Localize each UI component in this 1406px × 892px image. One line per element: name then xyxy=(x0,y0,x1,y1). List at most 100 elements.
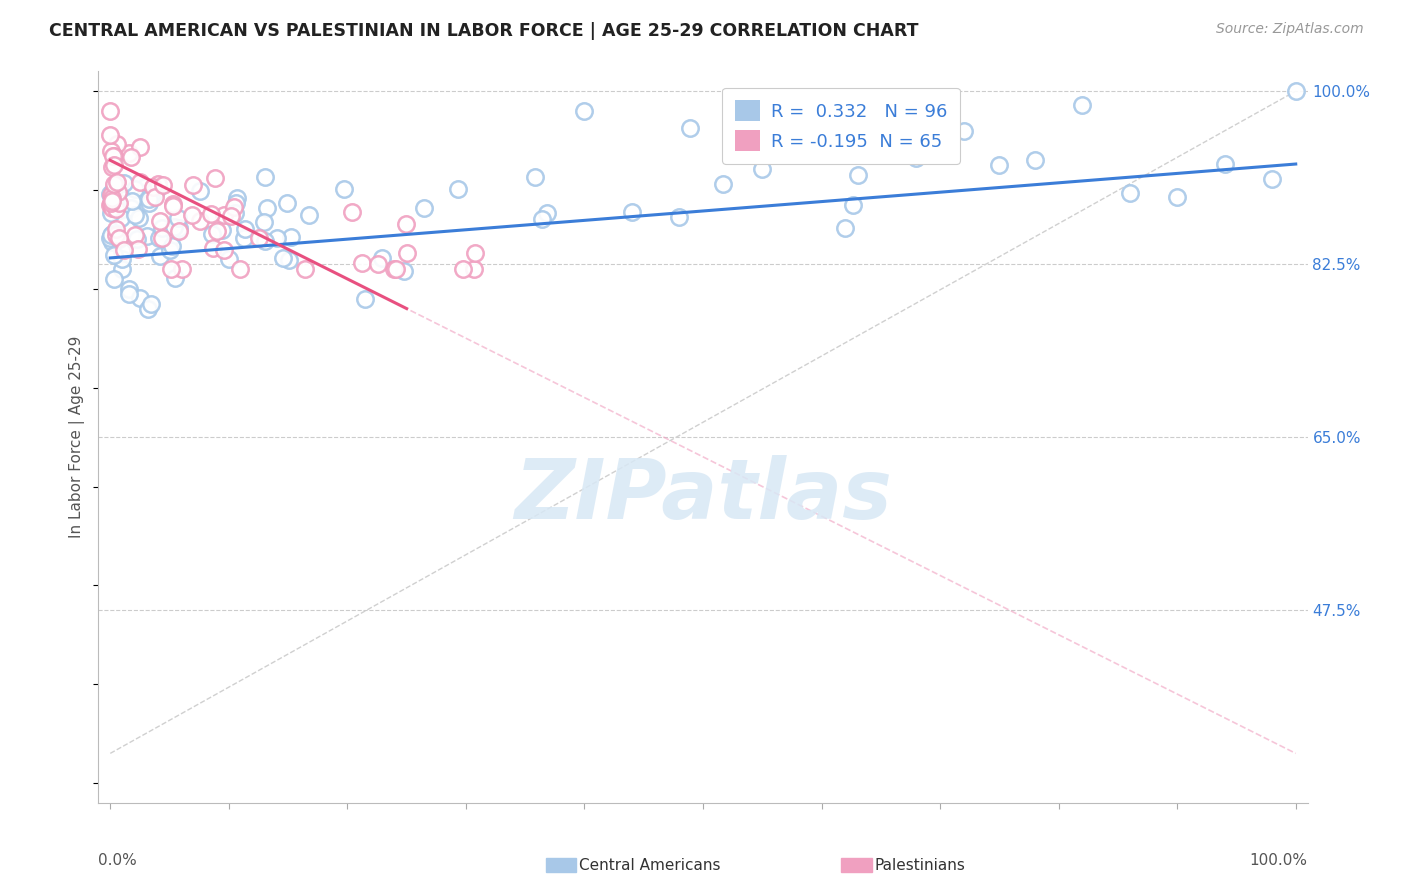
Point xyxy=(711,178,734,192)
Point xyxy=(228,262,250,277)
Point xyxy=(574,103,596,118)
Point xyxy=(834,221,856,235)
Point xyxy=(395,217,418,231)
Point xyxy=(201,227,224,241)
Point xyxy=(214,209,236,223)
Point xyxy=(905,151,928,165)
Point xyxy=(155,225,177,239)
Point xyxy=(266,231,288,245)
Point xyxy=(256,202,278,216)
Point xyxy=(392,264,415,278)
Point xyxy=(135,228,157,243)
Point xyxy=(120,150,142,164)
Point xyxy=(112,244,135,258)
Point xyxy=(121,194,143,209)
Point xyxy=(118,282,141,296)
Point xyxy=(531,212,554,227)
Point xyxy=(103,272,125,286)
Y-axis label: In Labor Force | Age 25-29: In Labor Force | Age 25-29 xyxy=(69,336,86,538)
Point xyxy=(104,222,127,236)
Point xyxy=(353,292,375,306)
Point xyxy=(163,219,186,234)
Point xyxy=(447,182,470,196)
Point xyxy=(100,195,122,210)
Point xyxy=(253,215,276,229)
Point xyxy=(160,238,183,252)
Point xyxy=(139,190,162,204)
Point xyxy=(163,270,186,285)
Point xyxy=(162,197,184,211)
Point xyxy=(124,227,146,242)
Point xyxy=(1119,186,1142,200)
Point xyxy=(127,242,149,256)
Point xyxy=(254,234,277,248)
Point xyxy=(118,287,141,301)
Point xyxy=(205,223,228,237)
Point xyxy=(100,205,122,219)
Text: CENTRAL AMERICAN VS PALESTINIAN IN LABOR FORCE | AGE 25-29 CORRELATION CHART: CENTRAL AMERICAN VS PALESTINIAN IN LABOR… xyxy=(49,22,918,40)
Point xyxy=(172,262,194,277)
Point xyxy=(138,196,160,211)
Point xyxy=(1261,172,1284,186)
Point xyxy=(111,252,134,266)
Point xyxy=(464,246,486,260)
Point xyxy=(181,178,204,193)
Point xyxy=(159,243,181,257)
Point xyxy=(152,178,174,192)
Point xyxy=(169,224,191,238)
Point xyxy=(952,124,974,138)
Point xyxy=(524,169,547,184)
Point xyxy=(200,206,222,220)
Point xyxy=(218,252,240,266)
Point xyxy=(181,208,204,222)
Point xyxy=(111,244,134,259)
Point xyxy=(149,214,172,228)
Point xyxy=(350,256,373,270)
Point xyxy=(142,180,165,194)
Point xyxy=(370,252,392,266)
Point xyxy=(799,138,821,153)
Point xyxy=(100,190,122,204)
Point xyxy=(104,178,127,193)
Point xyxy=(136,301,159,316)
Point xyxy=(247,231,270,245)
Point xyxy=(222,200,245,214)
Point xyxy=(101,235,124,249)
Text: Central Americans: Central Americans xyxy=(579,858,721,872)
Point xyxy=(451,262,474,277)
Point xyxy=(413,201,436,215)
Point xyxy=(107,136,129,151)
Point xyxy=(821,103,844,118)
Point xyxy=(103,178,125,192)
Point xyxy=(162,199,184,213)
Point xyxy=(167,221,190,235)
Point xyxy=(395,245,418,260)
Point xyxy=(190,214,212,228)
Point xyxy=(751,162,773,177)
Point xyxy=(1285,84,1308,98)
Point xyxy=(211,223,233,237)
Point xyxy=(125,232,148,246)
Point xyxy=(294,262,316,277)
Point xyxy=(105,202,128,216)
Point xyxy=(233,222,256,236)
Point xyxy=(128,211,150,226)
Point xyxy=(108,231,131,245)
Point xyxy=(101,194,124,208)
Point xyxy=(167,211,190,226)
Point xyxy=(382,262,405,277)
Point xyxy=(129,175,152,189)
Point xyxy=(101,227,124,241)
Point xyxy=(98,198,121,212)
Point xyxy=(100,228,122,243)
Point xyxy=(149,249,172,263)
Point xyxy=(143,190,166,204)
Point xyxy=(100,128,122,142)
Point xyxy=(103,247,125,261)
Point xyxy=(273,251,295,265)
Point xyxy=(1213,157,1236,171)
Point xyxy=(150,231,173,245)
Point xyxy=(139,190,162,204)
Point xyxy=(100,231,122,245)
Point xyxy=(150,221,173,235)
